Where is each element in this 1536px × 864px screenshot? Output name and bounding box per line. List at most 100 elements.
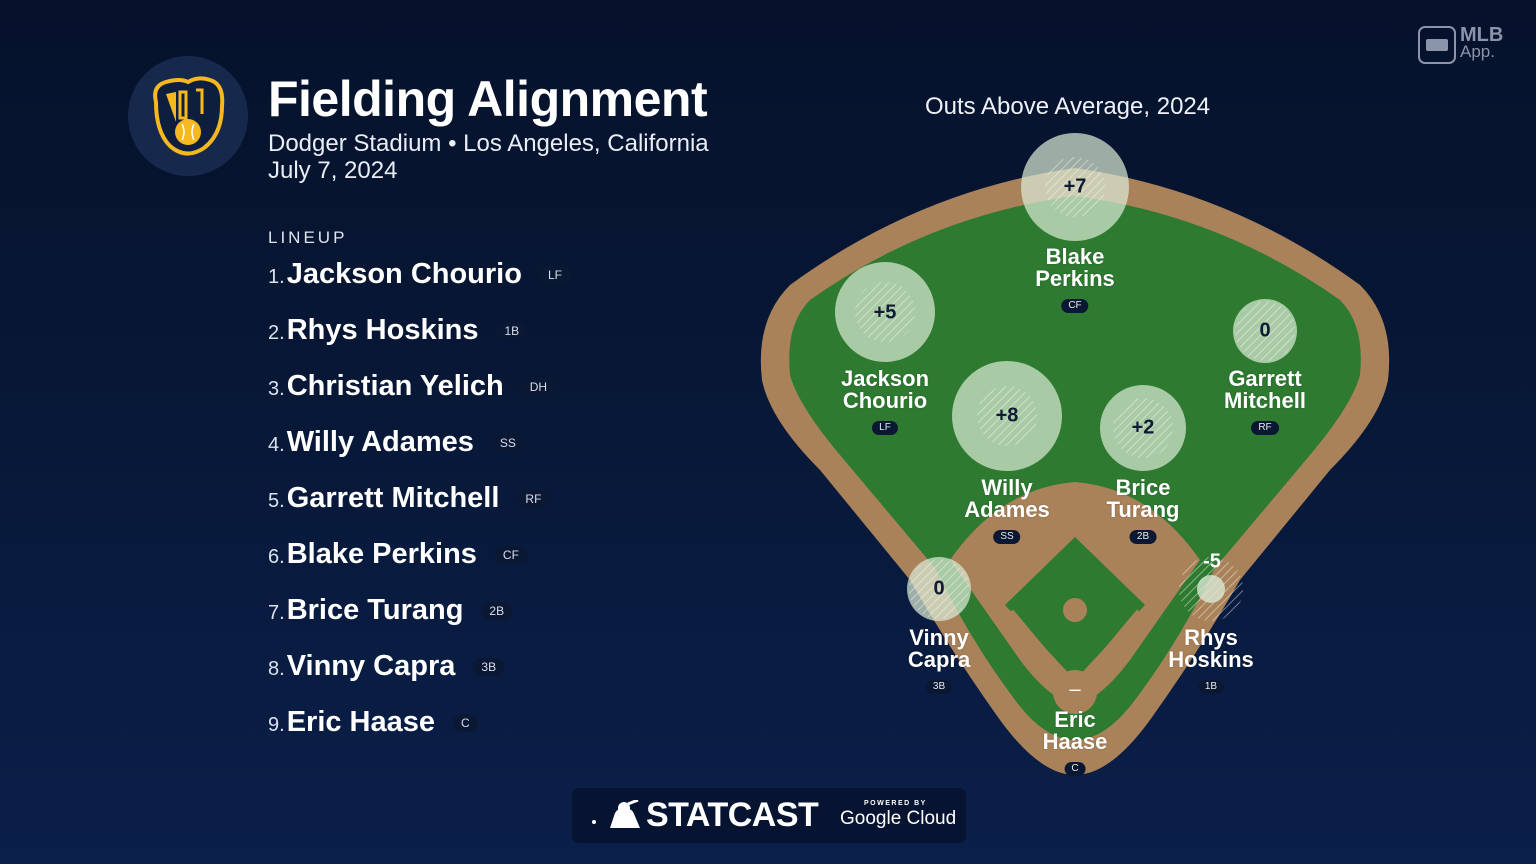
label-line2: Perkins <box>1035 266 1115 291</box>
label-line2: Hoskins <box>1168 647 1254 672</box>
lineup-item: 8. Vinny Capra 3B <box>268 650 505 683</box>
oaa-bubble-rf <box>1233 299 1297 363</box>
statcast-wordmark: STATCAST <box>646 796 819 834</box>
oaa-bubble-lf <box>835 262 935 362</box>
lineup-number: 5. <box>268 490 285 512</box>
oaa-bubble-2b <box>1100 385 1186 471</box>
position-badge: 3B <box>925 680 953 694</box>
label-line2: Haase <box>1042 729 1108 754</box>
lineup-number: 4. <box>268 434 285 456</box>
field-label-ss: Willy Adames SS <box>964 477 1050 544</box>
field-label-3b: Vinny Capra 3B <box>908 627 970 694</box>
position-badge: RF <box>1251 421 1279 435</box>
label-line1: Willy <box>981 475 1033 500</box>
lineup-item: 7. Brice Turang 2B <box>268 594 513 627</box>
position-badge: 1B <box>1197 680 1225 694</box>
oaa-bubble-3b <box>907 557 971 621</box>
position-badge: LF <box>872 421 898 435</box>
position-badge: C <box>1064 762 1086 776</box>
oaa-value-1b: -5 <box>1203 550 1221 573</box>
label-line2: Capra <box>907 647 971 672</box>
mlb-batter-silhouette-icon <box>610 800 640 828</box>
field-chart-title: Outs Above Average, 2024 <box>925 93 1211 120</box>
position-badge: CF <box>1061 299 1089 313</box>
lineup-number: 8. <box>268 658 285 680</box>
game-date: July 7, 2024 <box>268 157 398 184</box>
field-label-c: Eric Haase C <box>1042 707 1108 776</box>
lineup-item: 4. Willy Adames SS <box>268 426 524 459</box>
lineup-item: 2. Rhys Hoskins 1B <box>268 314 528 347</box>
player-name: Rhys Hoskins <box>286 314 479 346</box>
lineup-number: 1. <box>268 266 285 288</box>
field-label-1b: Rhys Hoskins 1B <box>1168 627 1254 694</box>
position-badge: 2B <box>481 602 513 620</box>
label-line1: Brice <box>1115 475 1171 500</box>
lineup-number: 7. <box>268 602 285 624</box>
player-name: Eric Haase <box>286 706 436 738</box>
lineup-item: 6. Blake Perkins CF <box>268 538 527 571</box>
oaa-bubble-ss <box>952 361 1062 471</box>
statcast-branding: STATCAST POWERED BY Google Cloud <box>572 788 966 843</box>
oaa-value-2b: +2 <box>1131 416 1155 439</box>
label-line1: Eric <box>1054 707 1096 732</box>
ball-in-glove-icon <box>153 76 225 156</box>
position-badge: 1B <box>496 322 528 340</box>
position-badge: SS <box>491 434 524 452</box>
lineup-label: LINEUP <box>268 228 348 247</box>
lineup-item: 5. Garrett Mitchell RF <box>268 482 550 515</box>
position-badge: 2B <box>1129 530 1157 544</box>
page-title: Fielding Alignment <box>268 71 708 127</box>
player-name: Vinny Capra <box>286 650 456 682</box>
label-line1: Vinny <box>909 625 969 650</box>
label-line2: Adames <box>964 497 1050 522</box>
label-line2: Mitchell <box>1224 388 1306 413</box>
venue-line: Dodger Stadium • Los Angeles, California <box>268 130 709 157</box>
position-badge: CF <box>494 546 527 564</box>
oaa-value-lf: +5 <box>873 301 897 324</box>
mlb-app-subtext: App. <box>1460 42 1495 61</box>
oaa-value-3b: 0 <box>933 577 945 600</box>
dot-decoration <box>592 820 596 824</box>
outfield-grass <box>789 196 1361 740</box>
label-line2: Turang <box>1106 497 1180 522</box>
field-label-cf: Blake Perkins CF <box>1035 246 1115 313</box>
field-label-rf: Garrett Mitchell RF <box>1224 368 1306 435</box>
label-line1: Blake <box>1045 244 1105 269</box>
lineup-number: 6. <box>268 546 285 568</box>
label-line2: Chourio <box>842 388 928 413</box>
google-cloud-wordmark: Google Cloud <box>840 808 957 829</box>
field-label-2b: Brice Turang 2B <box>1106 475 1180 544</box>
player-name: Jackson Chourio <box>286 258 522 290</box>
lineup-item: 9. Eric Haase C <box>268 706 478 739</box>
player-name: Willy Adames <box>286 426 474 458</box>
oaa-bubble-1b <box>1179 557 1243 621</box>
lineup-number: 9. <box>268 714 285 736</box>
home-plate-area <box>1053 670 1097 714</box>
label-line1: Rhys <box>1184 625 1238 650</box>
position-badge: RF <box>517 490 550 508</box>
label-line1: Jackson <box>840 366 930 391</box>
mlb-logo-icon <box>1418 26 1456 64</box>
position-badge: DH <box>521 378 556 396</box>
player-name: Brice Turang <box>286 594 464 626</box>
player-name: Christian Yelich <box>286 370 504 402</box>
powered-by-text: POWERED BY <box>864 800 927 807</box>
position-badge: C <box>453 714 478 732</box>
lineup-item: 1. Jackson Chourio LF <box>268 258 570 291</box>
lineup-number: 3. <box>268 378 285 400</box>
oaa-bubble-cf <box>1021 133 1129 241</box>
lineup-number: 2. <box>268 322 285 344</box>
oaa-value-rf: 0 <box>1259 319 1271 342</box>
pitchers-mound <box>1063 598 1087 622</box>
oaa-value-c: – <box>1069 678 1081 701</box>
field-label-lf: Jackson Chourio LF <box>841 368 929 435</box>
position-badge: LF <box>539 266 570 284</box>
position-badge: SS <box>993 530 1021 544</box>
oaa-value-cf: +7 <box>1063 175 1087 198</box>
oaa-value-ss: +8 <box>995 404 1019 427</box>
lineup-item: 3. Christian Yelich DH <box>268 370 556 403</box>
mlb-app-text: MLB <box>1460 24 1504 46</box>
team-logo <box>128 56 248 176</box>
label-line1: Garrett <box>1228 366 1302 391</box>
